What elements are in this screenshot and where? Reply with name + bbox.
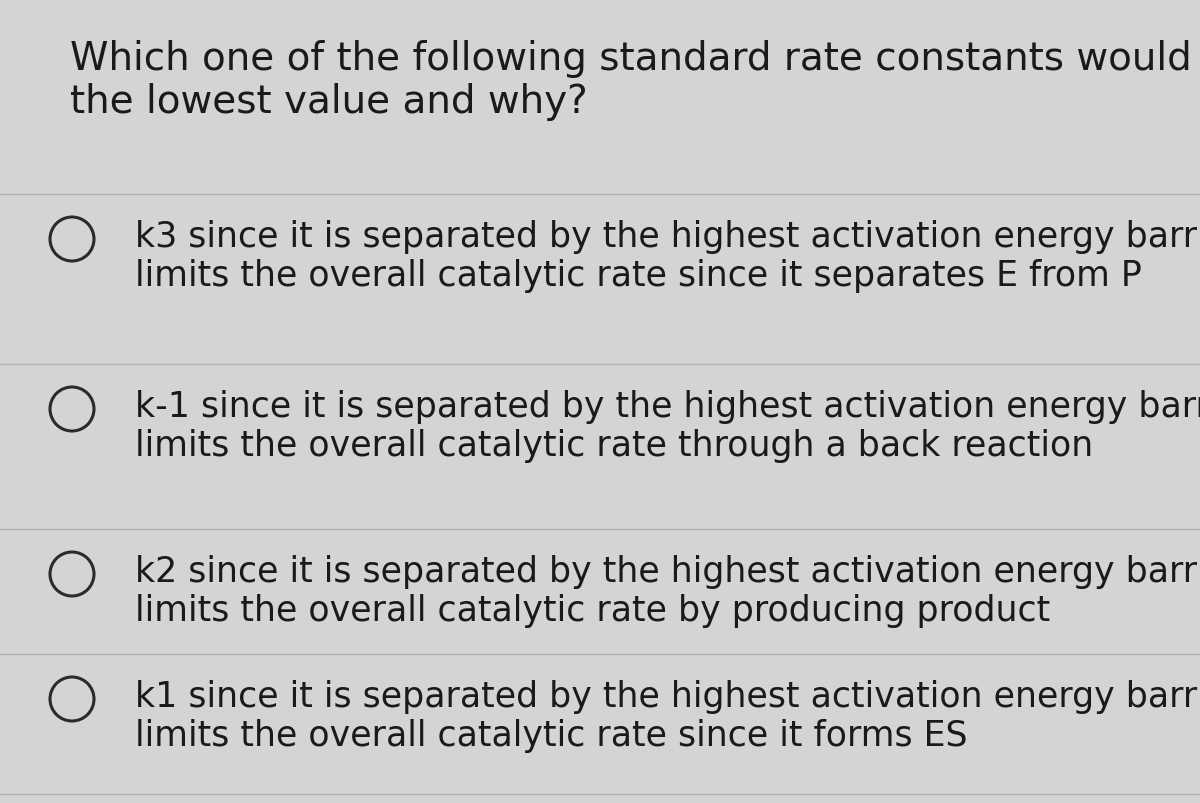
Text: k1 since it is separated by the highest activation energy barrier and: k1 since it is separated by the highest … bbox=[134, 679, 1200, 713]
Text: k-1 since it is separated by the highest activation energy barrier and: k-1 since it is separated by the highest… bbox=[134, 389, 1200, 423]
Text: the lowest value and why?: the lowest value and why? bbox=[70, 84, 588, 121]
Text: limits the overall catalytic rate by producing product: limits the overall catalytic rate by pro… bbox=[134, 593, 1050, 627]
Text: k3 since it is separated by the highest activation energy barrier and: k3 since it is separated by the highest … bbox=[134, 220, 1200, 254]
Text: Which one of the following standard rate constants would have: Which one of the following standard rate… bbox=[70, 40, 1200, 78]
Text: limits the overall catalytic rate since it separates E from P: limits the overall catalytic rate since … bbox=[134, 259, 1142, 292]
Text: k2 since it is separated by the highest activation energy barrier and: k2 since it is separated by the highest … bbox=[134, 554, 1200, 589]
Text: limits the overall catalytic rate through a back reaction: limits the overall catalytic rate throug… bbox=[134, 428, 1093, 463]
Text: limits the overall catalytic rate since it forms ES: limits the overall catalytic rate since … bbox=[134, 718, 967, 752]
